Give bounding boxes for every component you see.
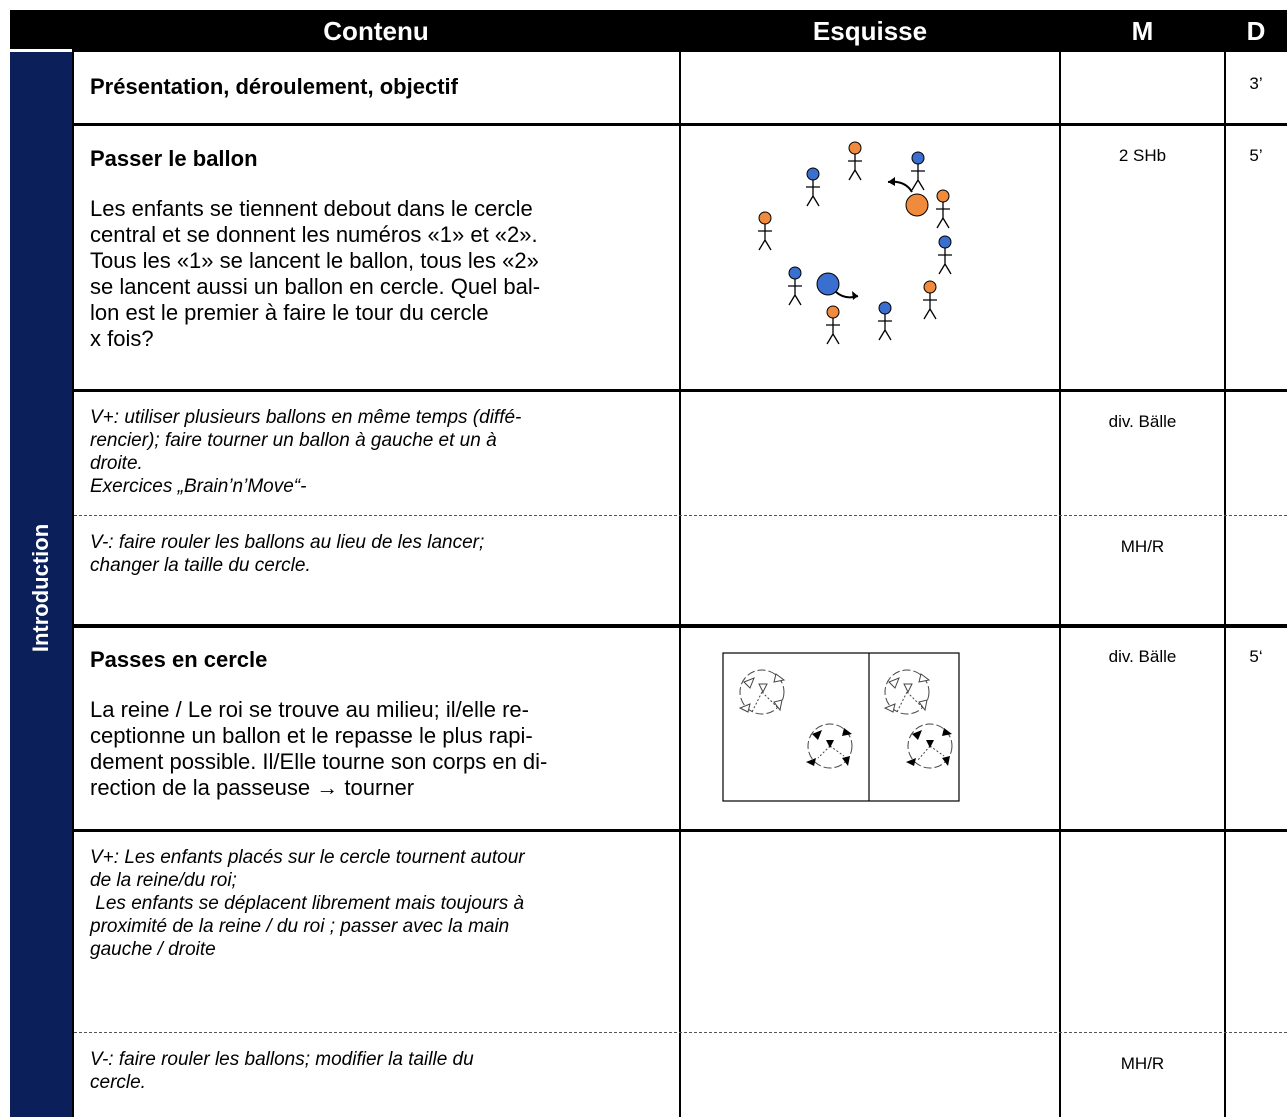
row-text-line: dement possible. Il/Elle tourne son corp… xyxy=(90,749,548,774)
material-cell: MH/R xyxy=(1120,1054,1165,1073)
column-header: Contenu xyxy=(323,16,429,46)
sketch-part xyxy=(758,211,772,225)
row-italic-line: cercle. xyxy=(90,1072,146,1093)
row-italic-line: de la reine/du roi; xyxy=(90,870,237,891)
row-text-line: lon est le premier à faire le tour du ce… xyxy=(90,300,489,325)
sketch-part xyxy=(911,151,925,165)
section-band xyxy=(10,52,72,1117)
column-border xyxy=(1224,52,1226,1117)
row-separator xyxy=(74,389,1287,392)
sketch-part xyxy=(806,167,820,181)
sketch-part xyxy=(878,301,892,315)
section-label: Introduction xyxy=(28,523,53,653)
row-italic-line: V+: Les enfants placés sur le cercle tou… xyxy=(90,847,525,868)
row-separator xyxy=(74,515,1287,516)
row-separator xyxy=(74,123,1287,126)
header-separator xyxy=(10,49,72,52)
sketch-pass-circles xyxy=(722,652,960,802)
sketch-part xyxy=(936,189,950,203)
column-header: Esquisse xyxy=(812,16,928,46)
sketch-part xyxy=(826,305,840,319)
column-header: D xyxy=(1246,16,1266,46)
sketch-part xyxy=(758,224,772,251)
row-text-line: ceptionne un ballon et le repasse le plu… xyxy=(90,723,533,748)
row-title: Passer le ballon xyxy=(90,146,258,171)
row-italic-line: V-: faire rouler les ballons au lieu de … xyxy=(90,532,485,553)
sketch-part xyxy=(905,193,929,217)
duration-cell: 3’ xyxy=(1249,74,1263,93)
row-title: Présentation, déroulement, objectif xyxy=(90,74,458,99)
sketch-part xyxy=(848,141,862,155)
material-cell: MH/R xyxy=(1120,537,1165,556)
sketch-part xyxy=(938,248,952,275)
row-italic-line: proximité de la reine / du roi ; passer … xyxy=(90,916,510,937)
column-border xyxy=(1059,52,1061,1117)
sketch-part xyxy=(826,318,840,345)
column-header: M xyxy=(1131,16,1154,46)
header-bar xyxy=(10,10,1287,52)
duration-cell: 5‘ xyxy=(1249,647,1263,666)
sketch-part xyxy=(816,272,840,296)
row-italic-line: changer la taille du cercle. xyxy=(90,555,311,576)
sketch-part xyxy=(911,164,925,191)
row-text-line: Tous les «1» se lancent le ballon, tous … xyxy=(90,248,539,273)
column-border xyxy=(72,52,74,1117)
row-italic-line: Exercices „Brain’n’Move“- xyxy=(90,476,307,497)
sketch-part xyxy=(788,266,802,280)
duration-cell: 5’ xyxy=(1249,146,1263,165)
material-cell: 2 SHb xyxy=(1118,146,1167,165)
row-separator xyxy=(74,1032,1287,1033)
column-border xyxy=(679,52,681,1117)
row-title: Passes en cercle xyxy=(90,647,268,672)
row-italic-line: Les enfants se déplacent librement mais … xyxy=(90,893,525,914)
sketch-part xyxy=(852,291,858,300)
row-italic-line: droite. xyxy=(90,453,143,474)
row-separator xyxy=(72,624,1287,628)
sketch-part xyxy=(878,314,892,341)
row-text-line: x fois? xyxy=(90,326,154,351)
sketch-part xyxy=(923,293,937,320)
row-text-line: La reine / Le roi se trouve au milieu; i… xyxy=(90,697,529,722)
sketch-part xyxy=(923,280,937,294)
sketch-part xyxy=(888,177,895,186)
sketch-part xyxy=(848,154,862,181)
material-cell: div. Bälle xyxy=(1108,647,1177,666)
row-text-line: Les enfants se tiennent debout dans le c… xyxy=(90,196,533,221)
row-text-line: se lancent aussi un ballon en cercle. Qu… xyxy=(90,274,541,299)
row-text-line: rection de la passeuse → tourner xyxy=(90,775,415,800)
row-italic-line: V-: faire rouler les ballons; modifier l… xyxy=(90,1049,474,1070)
sketch-part xyxy=(788,279,802,306)
row-separator xyxy=(74,829,1287,832)
sketch-part xyxy=(938,235,952,249)
row-italic-line: V+: utiliser plusieurs ballons en même t… xyxy=(90,407,522,428)
sketch-ball-circle xyxy=(758,141,952,345)
material-cell: div. Bälle xyxy=(1108,412,1177,431)
row-italic-line: rencier); faire tourner un ballon à gauc… xyxy=(90,430,497,451)
sketch-part xyxy=(936,202,950,229)
row-italic-line: gauche / droite xyxy=(90,939,216,960)
sketch-part xyxy=(806,180,820,207)
row-text-line: central et se donnent les numéros «1» et… xyxy=(90,222,538,247)
